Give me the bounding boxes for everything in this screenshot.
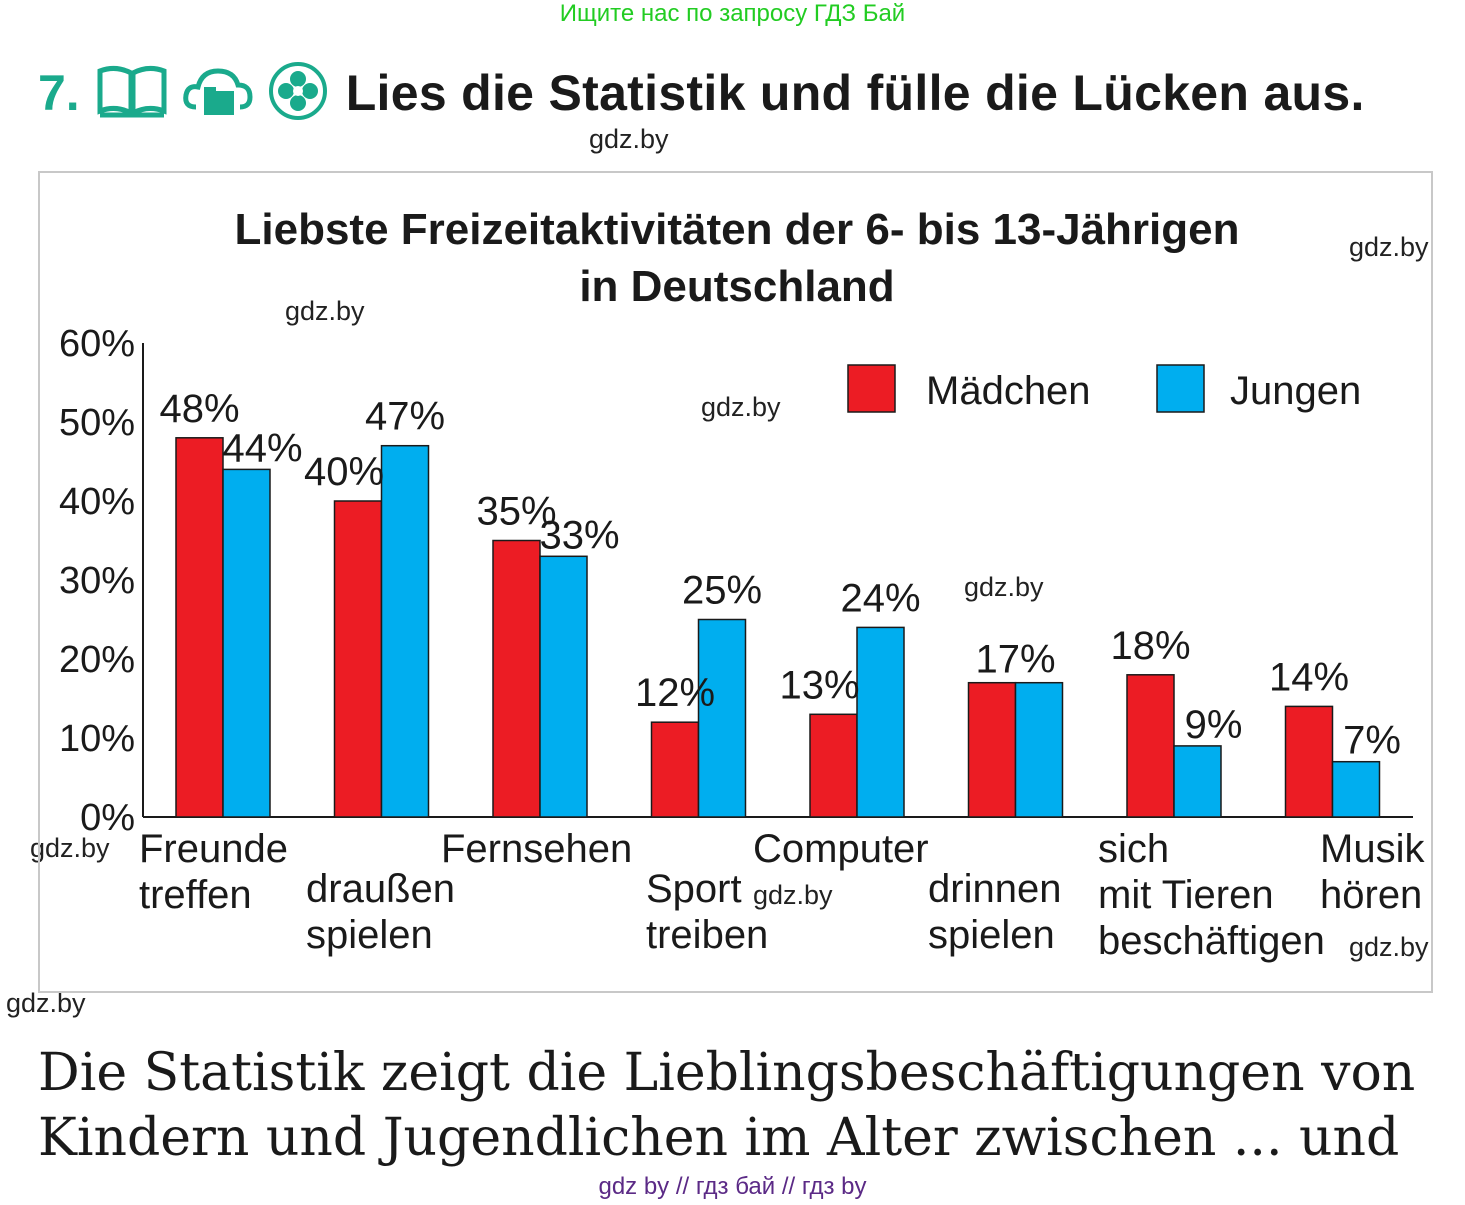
category-label: draußen xyxy=(306,867,455,911)
legend-swatch-jungen xyxy=(1156,364,1205,413)
y-tick-label: 10% xyxy=(59,718,135,760)
book-icon xyxy=(96,63,168,124)
y-tick-label: 40% xyxy=(59,481,135,523)
data-label-maedchen: 12% xyxy=(635,671,715,715)
y-tick-label: 30% xyxy=(59,560,135,602)
category-label: treffen xyxy=(139,873,252,917)
task-title: Lies die Statistik und fülle die Lücken … xyxy=(345,65,1365,121)
bar-jungen xyxy=(697,618,747,818)
data-label-jungen: 47% xyxy=(365,395,445,439)
bar-maedchen xyxy=(967,681,1017,818)
bar-jungen xyxy=(1173,745,1222,818)
footer-links: gdz by // гдз бай // гдз by xyxy=(598,1173,867,1200)
watermark: gdz.by xyxy=(589,124,669,154)
chart-title-line-1: Liebste Freizeitaktivitäten der 6- bis 1… xyxy=(235,205,1240,254)
bar-maedchen xyxy=(1126,674,1175,818)
category-label: Computer xyxy=(753,827,929,871)
top-banner: Ищите нас по запросу ГДЗ Бай xyxy=(559,0,906,27)
y-tick-label: 0% xyxy=(80,797,135,839)
bar-jungen xyxy=(539,555,588,818)
data-label-maedchen: 35% xyxy=(476,490,556,534)
legend-label-maedchen: Mädchen xyxy=(926,369,1091,413)
category-label: drinnen xyxy=(928,867,1061,911)
data-label-maedchen: 13% xyxy=(779,663,859,707)
y-tick-label: 20% xyxy=(59,639,135,681)
body-text-line-2: Kindern und Jugendlichen im Alter zwisch… xyxy=(38,1108,1400,1168)
watermark: gdz.by xyxy=(753,880,833,910)
chart-frame xyxy=(38,171,1433,993)
category-label: Fernsehen xyxy=(441,827,632,871)
bar-jungen xyxy=(856,626,905,818)
data-label-jungen: 25% xyxy=(682,569,762,613)
watermark: gdz.by xyxy=(285,296,365,326)
y-tick-label: 50% xyxy=(59,402,135,444)
category-label: spielen xyxy=(306,913,433,957)
bar-maedchen xyxy=(175,437,224,818)
data-label: 17% xyxy=(975,638,1055,682)
data-label-jungen: 33% xyxy=(539,513,619,557)
watermark: gdz.by xyxy=(6,988,86,1018)
bar-maedchen xyxy=(333,500,383,818)
category-label: Freunde xyxy=(139,827,288,871)
bar-jungen xyxy=(380,444,430,818)
category-label: Sport xyxy=(646,867,742,911)
category-label: hören xyxy=(1320,873,1422,917)
watermark: gdz.by xyxy=(1349,932,1429,962)
bar-maedchen xyxy=(492,539,541,818)
category-label: beschäftigen xyxy=(1098,919,1325,963)
y-tick-label: 60% xyxy=(59,323,135,365)
bar-jungen xyxy=(222,468,271,818)
bar-maedchen xyxy=(1284,705,1334,818)
watermark: gdz.by xyxy=(701,392,781,422)
cloud-folder-icon xyxy=(182,63,254,124)
bar-chart: Liebste Freizeitaktivitäten der 6- bis 1… xyxy=(59,205,1426,963)
data-label-jungen: 7% xyxy=(1343,719,1401,763)
data-label-jungen: 9% xyxy=(1185,703,1243,747)
category-label: mit Tieren xyxy=(1098,873,1274,917)
data-label-jungen: 24% xyxy=(840,576,920,620)
body-text-line-1: Die Statistik zeigt die Lieblingsbeschäf… xyxy=(38,1043,1416,1103)
bar-maedchen xyxy=(809,713,858,818)
task-header: 7. Lies die Statistik und fülle die Lück… xyxy=(38,58,1365,128)
category-label: spielen xyxy=(928,913,1055,957)
legend-label-jungen: Jungen xyxy=(1230,369,1361,413)
bar-maedchen xyxy=(650,721,700,818)
task-number: 7. xyxy=(38,65,80,121)
legend-swatch-maedchen xyxy=(847,364,896,413)
watermark: gdz.by xyxy=(964,572,1044,602)
bar-jungen xyxy=(1014,681,1064,818)
chart-title-line-2: in Deutschland xyxy=(579,262,894,311)
watermark: gdz.by xyxy=(1349,232,1429,262)
data-label-jungen: 44% xyxy=(222,426,302,470)
data-label-maedchen: 14% xyxy=(1269,655,1349,699)
category-label: Musik xyxy=(1320,827,1425,871)
category-label: sich xyxy=(1098,827,1169,871)
data-label-maedchen: 40% xyxy=(304,450,384,494)
watermark: gdz.by xyxy=(30,833,110,863)
bar-jungen xyxy=(1331,760,1381,818)
flower-icon xyxy=(268,61,328,126)
data-label-maedchen: 18% xyxy=(1110,624,1190,668)
data-label-maedchen: 48% xyxy=(159,387,239,431)
category-label: treiben xyxy=(646,913,768,957)
